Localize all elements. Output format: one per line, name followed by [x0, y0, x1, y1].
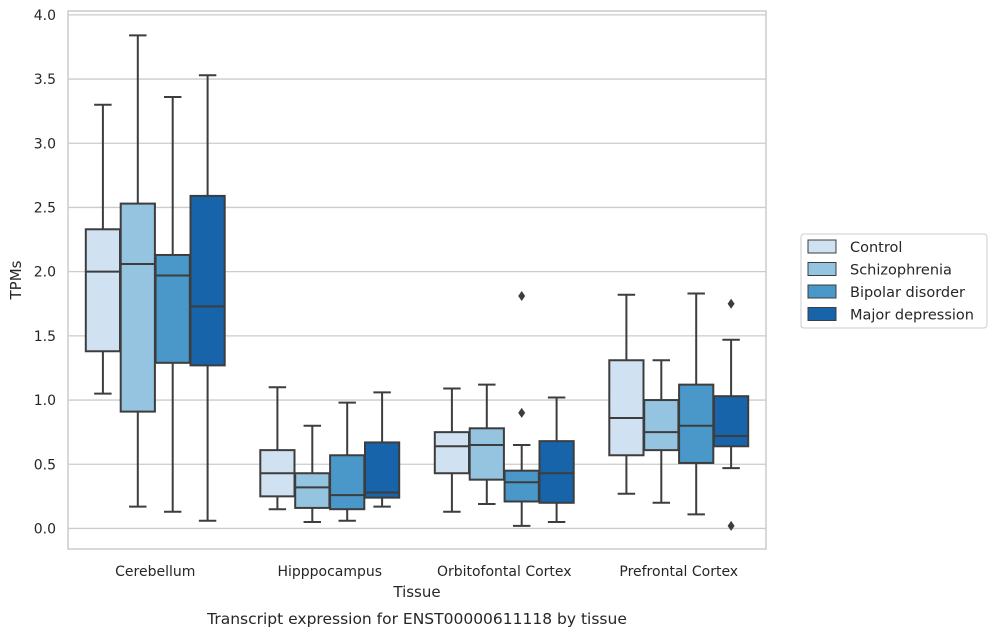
x-tick-label: Orbitofontal Cortex — [437, 564, 572, 580]
box-2-0 — [433, 387, 471, 513]
x-tick-label: Prefrontal Cortex — [619, 564, 738, 580]
y-tick-label: 0.5 — [34, 457, 56, 473]
box-0-3 — [189, 74, 226, 522]
box-0-2 — [154, 96, 191, 513]
box — [119, 202, 156, 413]
box — [608, 359, 645, 457]
box-2-3 — [538, 396, 575, 524]
x-tick-label: Cerebellum — [115, 564, 195, 580]
box-1-1 — [294, 424, 331, 524]
chart-title: Transcript expression for ENST0000061111… — [206, 610, 627, 628]
box — [468, 427, 505, 481]
outlier-point — [518, 407, 526, 418]
y-tick-label: 2.0 — [34, 265, 56, 281]
legend: Control Schizophrenia Bipolar disorder Majo… — [800, 233, 988, 329]
box-0-0 — [84, 103, 122, 395]
box — [538, 440, 575, 504]
outlier-point — [727, 520, 735, 531]
legend-swatch — [807, 239, 837, 254]
box-3-0 — [608, 293, 645, 495]
box-3-3 — [712, 298, 750, 531]
box-1-3 — [363, 391, 401, 508]
box-2-1 — [468, 383, 505, 506]
y-tick-label: 3.5 — [34, 72, 56, 88]
y-tick-label: 1.0 — [34, 393, 56, 409]
box — [154, 253, 191, 364]
legend-label: Control — [850, 240, 902, 256]
y-axis: 0.0 0.5 1.0 1.5 2.0 2.5 3.0 3.5 4.0 — [34, 8, 56, 538]
box — [503, 469, 540, 503]
y-tick-label: 4.0 — [34, 8, 56, 24]
box — [294, 472, 331, 509]
outlier-point — [727, 298, 735, 309]
box — [678, 383, 715, 464]
box-3-2 — [678, 292, 715, 516]
x-tick-label: Hipppocampus — [277, 564, 382, 580]
box — [433, 431, 471, 475]
y-tick-label: 0.0 — [34, 521, 56, 537]
legend-swatch — [807, 307, 837, 321]
box-2-2 — [503, 291, 540, 527]
y-axis-label: TPMs — [7, 260, 25, 300]
plot-area-frame — [67, 10, 767, 550]
legend-label: Bipolar disorder — [850, 285, 965, 301]
box — [329, 454, 366, 511]
legend-frame — [800, 233, 988, 329]
legend-swatch — [807, 284, 837, 299]
box-1-2 — [329, 401, 366, 522]
outlier-point — [518, 291, 526, 302]
y-tick-label: 1.5 — [34, 329, 56, 345]
legend-label: Schizophrenia — [850, 263, 952, 279]
box-0-1 — [119, 34, 156, 508]
x-axis-label: Tissue — [392, 583, 440, 601]
box — [363, 441, 401, 499]
box — [189, 194, 226, 367]
box — [712, 395, 750, 448]
x-axis: Cerebellum Hipppocampus Orbitofontal Corte… — [115, 564, 738, 580]
y-tick-label: 3.0 — [34, 136, 56, 152]
box-series — [84, 34, 750, 531]
box — [84, 228, 122, 353]
box — [643, 399, 680, 452]
legend-swatch — [807, 262, 837, 276]
box-1-0 — [259, 386, 296, 511]
y-tick-label: 2.5 — [34, 200, 56, 216]
box-3-1 — [643, 359, 680, 504]
legend-label: Major depression — [850, 308, 974, 324]
